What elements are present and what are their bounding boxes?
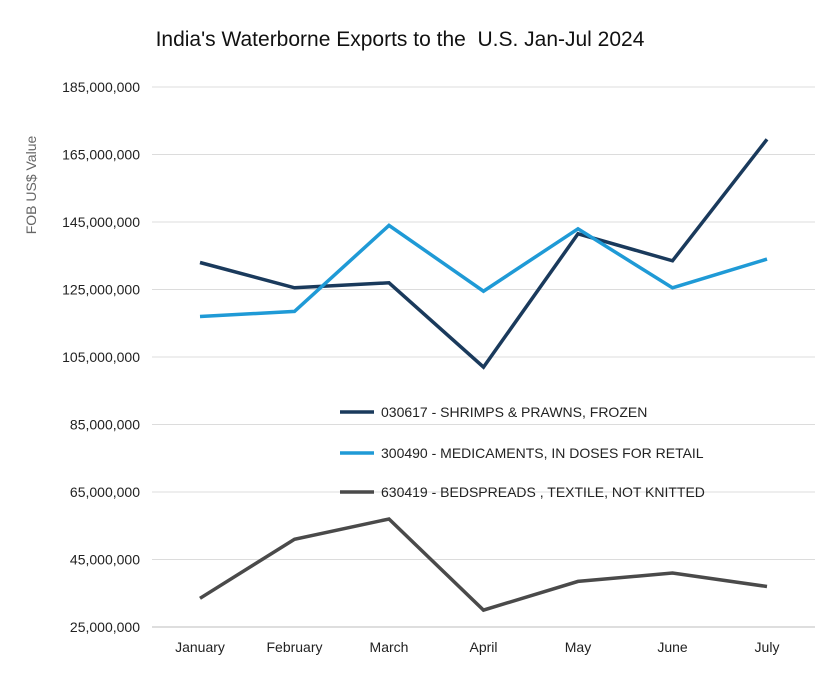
chart-title: India's Waterborne Exports to the U.S. J…	[155, 28, 645, 51]
y-tick-label: 185,000,000	[62, 79, 140, 95]
x-tick-label: January	[175, 639, 225, 655]
y-tick-label: 125,000,000	[62, 282, 140, 298]
series-line-2	[199, 223, 768, 319]
series-line-3	[199, 517, 768, 613]
legend: 030617 - SHRIMPS & PRAWNS, FROZEN 300490 …	[340, 404, 705, 500]
x-tick-label: July	[755, 639, 780, 655]
y-tick-label: 145,000,000	[62, 214, 140, 230]
legend-label: 630419 - BEDSPREADS , TEXTILE, NOT KNITT…	[381, 484, 705, 500]
x-tick-label: May	[565, 639, 591, 655]
y-tick-label: 45,000,000	[70, 552, 140, 568]
y-tick-label: 165,000,000	[62, 147, 140, 163]
x-tick-label: April	[469, 639, 497, 655]
y-tick-label: 105,000,000	[62, 349, 140, 365]
x-tick-label: February	[266, 639, 322, 655]
x-tick-label: June	[657, 639, 688, 655]
y-tick-label: 85,000,000	[70, 417, 140, 433]
x-axis-ticks: January February March April May June July	[175, 639, 779, 655]
legend-label: 300490 - MEDICAMENTS, IN DOSES FOR RETAI…	[381, 445, 704, 461]
legend-label: 030617 - SHRIMPS & PRAWNS, FROZEN	[381, 404, 647, 420]
series-lines	[199, 138, 769, 613]
y-axis-ticks: 25,000,000 45,000,000 65,000,000 85,000,000…	[62, 79, 140, 635]
series-line-1	[199, 138, 769, 370]
y-axis-label: FOB US$ Value	[23, 136, 39, 235]
gridlines	[152, 86, 815, 628]
x-tick-label: March	[370, 639, 409, 655]
y-tick-label: 65,000,000	[70, 484, 140, 500]
y-tick-label: 25,000,000	[70, 619, 140, 635]
